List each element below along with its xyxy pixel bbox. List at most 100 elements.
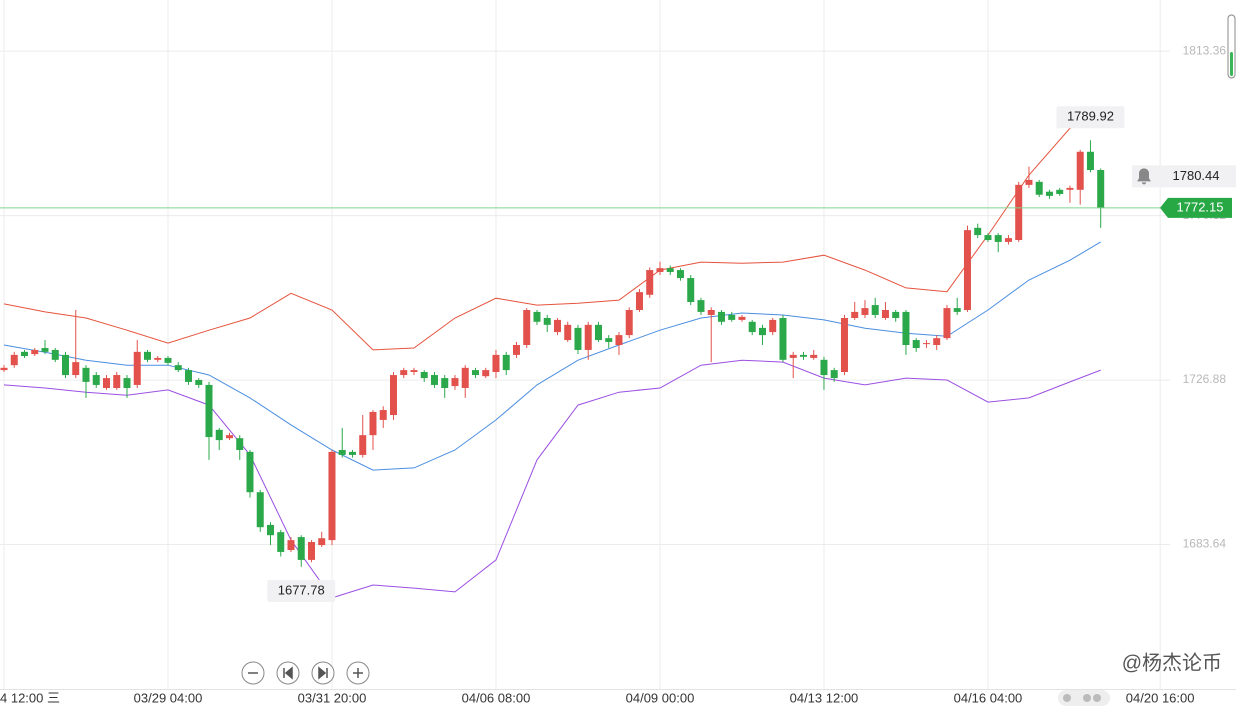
candle-body — [810, 354, 818, 358]
candle-body — [656, 268, 664, 272]
candle-body — [41, 348, 49, 352]
x-tick-label: 04/09 00:00 — [626, 690, 695, 705]
candle-body — [10, 354, 18, 366]
candle-body — [820, 359, 828, 376]
candle-body — [492, 354, 500, 373]
scroll-dots[interactable] — [1058, 690, 1110, 706]
candle-body — [1025, 179, 1033, 185]
candle-body — [881, 310, 889, 318]
candle-body — [564, 324, 572, 341]
candle-body — [676, 270, 684, 279]
candle-body — [277, 532, 285, 552]
candle-body — [123, 378, 131, 388]
candle-body — [225, 435, 233, 439]
candle-body — [974, 227, 982, 236]
candle-body — [605, 338, 613, 342]
x-tick-label: 03/29 04:00 — [134, 690, 203, 705]
candle-body — [461, 367, 469, 388]
candle-body — [400, 370, 408, 376]
y-tick-label: 1683.64 — [1183, 537, 1227, 551]
candle-body — [430, 375, 438, 385]
candle-body — [646, 270, 654, 295]
candle-body — [799, 354, 807, 357]
scrollbar[interactable] — [1227, 14, 1236, 79]
alert-price-label: 1780.44 — [1173, 168, 1220, 183]
x-tick-label: 04/20 16:00 — [1126, 690, 1195, 705]
candle-body — [1004, 238, 1012, 242]
candle-body — [256, 492, 264, 528]
candle-body — [1086, 151, 1094, 171]
candle-body — [758, 327, 766, 336]
candle-body — [471, 370, 479, 376]
candle-body — [205, 384, 213, 438]
last-price-label: 1772.15 — [1177, 199, 1224, 214]
candle-body — [1015, 184, 1023, 241]
annotation-box — [1056, 106, 1125, 129]
candle-body — [379, 410, 387, 420]
candle-body — [307, 542, 315, 560]
candle-body — [922, 343, 930, 345]
candle-body — [892, 311, 900, 318]
candle-body — [584, 324, 592, 350]
zoom-out-button[interactable] — [241, 661, 265, 685]
candle-body — [748, 321, 756, 333]
annotation-label: 1677.78 — [278, 582, 325, 597]
x-tick-label: 03/31 20:00 — [298, 690, 367, 705]
y-tick-label: 1813.36 — [1183, 43, 1227, 57]
candle-body — [738, 316, 746, 320]
candle-body — [1035, 181, 1043, 195]
candle-body — [912, 340, 920, 349]
watermark: @杨杰论币 — [1122, 651, 1222, 674]
candle-body — [871, 305, 879, 315]
candle-body — [195, 379, 203, 385]
candle-body — [1066, 187, 1074, 190]
candle-body — [441, 378, 449, 388]
x-tick-label: 04/16 04:00 — [954, 690, 1023, 705]
candle-body — [297, 537, 305, 560]
candle-body — [451, 378, 459, 387]
candle-body — [666, 268, 674, 272]
annotation-box — [267, 579, 336, 602]
candle-body — [553, 319, 561, 333]
candle-body — [236, 438, 244, 450]
candle-body — [1097, 170, 1105, 208]
last-price-tag — [1160, 197, 1232, 218]
candle-body — [164, 357, 172, 363]
candle-body — [830, 370, 838, 379]
candle-body — [246, 451, 254, 493]
step-forward-button[interactable] — [311, 661, 335, 685]
candle-body — [92, 375, 100, 385]
candle-body — [728, 314, 736, 320]
overlay: 1772.15 1780.44 1789.92 1677.78 — [0, 106, 1236, 602]
zoom-in-button[interactable] — [346, 661, 370, 685]
candle-body — [389, 375, 397, 415]
band-line — [3, 359, 1101, 599]
band-line — [3, 114, 1101, 351]
candle-body — [174, 365, 182, 371]
candle-body — [861, 308, 869, 315]
x-tick-label: 04/13 12:00 — [790, 690, 859, 705]
step-back-button[interactable] — [276, 661, 300, 685]
candle-body — [482, 370, 490, 377]
candle-body — [594, 324, 602, 341]
candle-body — [1056, 189, 1064, 194]
candle-body — [184, 370, 192, 382]
candle-body — [1076, 151, 1084, 190]
candle-body — [769, 319, 777, 333]
candle-body — [266, 524, 274, 536]
candle-body — [543, 317, 551, 325]
candle-body — [31, 349, 39, 355]
candle-body — [963, 230, 971, 311]
candle-body — [61, 354, 69, 376]
candle-body — [410, 370, 418, 373]
candle-body — [154, 357, 162, 360]
x-tick-label: 04/06 08:00 — [462, 690, 531, 705]
x-tick-label: 4 12:00 三 — [0, 690, 60, 705]
candle-body — [82, 367, 90, 382]
candle-body — [840, 317, 848, 373]
candle-body — [51, 349, 59, 360]
candle-body — [953, 308, 961, 312]
candle-body — [574, 327, 582, 350]
candle-body — [512, 345, 520, 355]
